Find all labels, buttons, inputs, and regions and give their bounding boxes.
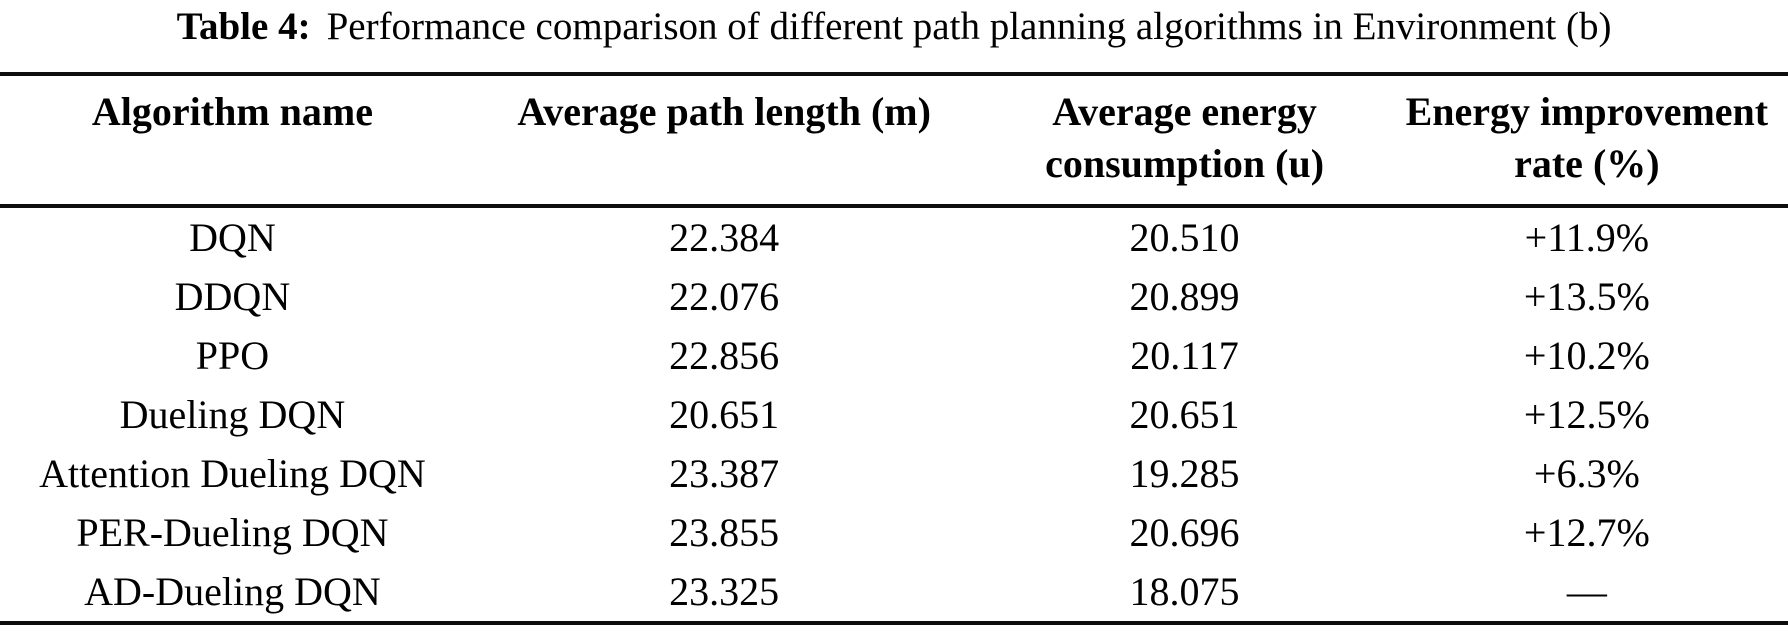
algorithm-name-cell: AD-Dueling DQN — [84, 569, 381, 614]
energy-consumption-cell: 20.117 — [1130, 333, 1239, 378]
table-row: Dueling DQN 20.651 20.651 +12.5% — [0, 385, 1788, 444]
path-length-cell: 23.387 — [669, 451, 780, 496]
improvement-rate-cell: +12.7% — [1523, 510, 1650, 555]
table-row: AD-Dueling DQN 23.325 18.075 — — [0, 562, 1788, 623]
column-header-line2: rate (%) — [1514, 141, 1660, 186]
path-length-cell: 22.384 — [669, 215, 780, 260]
column-header-line1: Average path length (m) — [517, 89, 931, 134]
algorithm-name-cell: PER-Dueling DQN — [76, 510, 389, 555]
column-header-avg-path-length: Average path length (m) — [464, 74, 984, 208]
table-row: DQN 22.384 20.510 +11.9% — [0, 206, 1788, 267]
column-header-avg-energy: Average energy consumption (u) — [983, 74, 1386, 208]
table-row: Attention Dueling DQN 23.387 19.285 +6.3% — [0, 444, 1788, 503]
energy-consumption-cell: 20.651 — [1129, 392, 1240, 437]
algorithm-name-cell: Attention Dueling DQN — [39, 451, 426, 496]
improvement-rate-cell: +12.5% — [1523, 392, 1650, 437]
energy-consumption-cell: 19.285 — [1129, 451, 1240, 496]
table-header-row: Algorithm name Average path length (m) Ave… — [0, 74, 1788, 208]
table-caption-label: Table 4: — [176, 5, 311, 48]
column-header-energy-improvement: Energy improvement rate (%) — [1385, 74, 1788, 208]
table-row: DDQN 22.076 20.899 +13.5% — [0, 267, 1788, 326]
table-body: DQN 22.384 20.510 +11.9% DDQN 22.076 20.899 +13… — [0, 206, 1788, 623]
algorithm-name-cell: PPO — [195, 333, 270, 378]
energy-consumption-cell: 20.510 — [1129, 215, 1240, 260]
algorithm-name-cell: Dueling DQN — [119, 392, 346, 437]
algorithm-name-cell: DDQN — [174, 274, 291, 319]
improvement-rate-cell: +10.2% — [1523, 333, 1650, 378]
energy-consumption-cell: 18.075 — [1129, 569, 1240, 614]
path-length-cell: 23.325 — [669, 569, 780, 614]
improvement-rate-cell: +13.5% — [1523, 274, 1650, 319]
performance-table: Algorithm name Average path length (m) Ave… — [0, 72, 1788, 625]
column-header-line1: Average energy — [1052, 89, 1317, 134]
improvement-rate-cell: +11.9% — [1524, 215, 1650, 260]
column-header-algorithm-name: Algorithm name — [0, 74, 465, 208]
path-length-cell: 22.856 — [669, 333, 780, 378]
energy-consumption-cell: 20.696 — [1129, 510, 1240, 555]
path-length-cell: 20.651 — [669, 392, 780, 437]
algorithm-name-cell: DQN — [189, 215, 276, 260]
table-header: Algorithm name Average path length (m) Ave… — [0, 74, 1788, 208]
table-caption: Table 4: Performance comparison of differ… — [0, 0, 1788, 50]
path-length-cell: 23.855 — [669, 510, 780, 555]
path-length-cell: 22.076 — [669, 274, 780, 319]
column-header-line2: consumption (u) — [1045, 141, 1325, 186]
improvement-rate-cell: +6.3% — [1533, 451, 1640, 496]
table-row: PPO 22.856 20.117 +10.2% — [0, 326, 1788, 385]
energy-consumption-cell: 20.899 — [1129, 274, 1240, 319]
table-row: PER-Dueling DQN 23.855 20.696 +12.7% — [0, 503, 1788, 562]
table-caption-text: Performance comparison of different path… — [326, 5, 1612, 48]
column-header-line1: Algorithm name — [91, 89, 373, 134]
column-header-line1: Energy improvement — [1405, 89, 1769, 134]
improvement-rate-cell: — — [1566, 569, 1607, 614]
